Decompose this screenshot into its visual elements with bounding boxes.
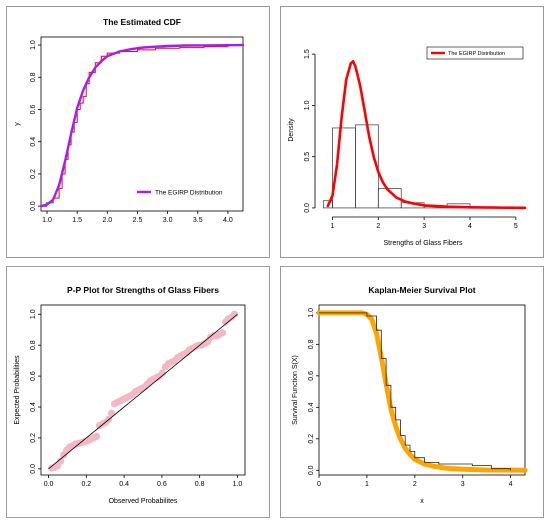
reference-line	[48, 313, 238, 470]
y-tick-label: 1.0	[308, 308, 315, 318]
y-tick-label: 0.0	[308, 465, 315, 475]
y-axis-label: Density	[288, 118, 295, 142]
y-tick-label: 0.8	[308, 339, 315, 349]
x-tick-label: 0.2	[81, 481, 91, 488]
x-tick-label: 0.4	[119, 481, 129, 488]
x-tick-label: 0.8	[195, 481, 205, 488]
x-tick-label: 2.5	[133, 217, 143, 224]
y-tick-label: 0.4	[30, 137, 37, 147]
y-tick-label: 0.2	[308, 434, 315, 444]
x-tick-label: 0.0	[44, 481, 54, 488]
legend-box	[426, 46, 524, 60]
x-tick-label: 4	[509, 481, 513, 488]
y-tick-label: 0.8	[30, 340, 37, 350]
pp-point	[218, 329, 227, 337]
pp-point	[107, 409, 116, 417]
fitted-survival-curve	[316, 310, 528, 473]
chart-cdf: 1.0 1.5 2.0 2.5 3.0 3.5 4.0 0.0 0.2 0.4 0.6 0.8 1.0 T…	[14, 17, 245, 224]
y-tick-label: 0.8	[30, 72, 37, 82]
fitted-cdf-line	[39, 43, 245, 208]
x-tick-label: 1.5	[72, 217, 82, 224]
y-tick-label: 1.0	[30, 40, 37, 50]
histogram-bar	[377, 188, 402, 209]
chart-pp-plot: 0.0 0.2 0.4 0.6 0.8 1.0 0.0 0.2 0.4 0.6 0.8 1.0 P-P …	[14, 285, 246, 505]
y-tick-label: 0.6	[308, 371, 315, 381]
chart-histogram: 1 2 3 4 5 0.0 0.5 1.0 1.5 Strengths of Glass Fibe…	[288, 46, 527, 247]
y-axis-label: y	[14, 122, 21, 126]
x-tick-label: 3.0	[163, 217, 173, 224]
chart-title: Kaplan-Meier Survival Plot	[368, 285, 475, 295]
x-axis-label: Strengths of Glass Fibers	[384, 240, 463, 247]
y-tick-label: 0.2	[30, 433, 37, 443]
y-tick-label: 0.2	[30, 169, 37, 179]
y-tick-label: 0.6	[30, 371, 37, 381]
legend-entry: The EGIRP Distribution	[448, 51, 505, 57]
y-tick-label: 0.0	[30, 201, 37, 211]
x-tick-label: 1.0	[42, 217, 52, 224]
y-axis-label: Expected Probabilities	[14, 355, 21, 425]
y-tick-label: 0.5	[304, 152, 311, 162]
pp-point	[230, 310, 239, 318]
plot-frame	[40, 304, 246, 476]
empirical-cdf-step	[41, 44, 243, 207]
x-tick-label: 4.0	[223, 217, 233, 224]
y-tick-label: 0.4	[308, 402, 315, 412]
chart-kaplan-meier: 0 1 2 3 4 0.0 0.2 0.4 0.6 0.8 1.0 Kaplan-Meier Surv…	[292, 285, 528, 505]
x-tick-label: 1	[365, 481, 369, 488]
plot-frame	[318, 304, 526, 476]
x-tick-label: 0.6	[157, 481, 167, 488]
x-tick-label: 3	[461, 481, 465, 488]
histogram-bar	[355, 124, 379, 209]
legend-box	[131, 183, 239, 201]
legend-entry: The EGIRP Distribution	[155, 190, 223, 197]
plot-frame	[40, 36, 244, 212]
x-tick-label: 2	[413, 481, 417, 488]
x-axis-label: Observed Probabilites	[109, 498, 178, 505]
pp-point	[92, 432, 101, 440]
y-tick-label: 0.0	[30, 464, 37, 474]
x-tick-label: 3.5	[193, 217, 203, 224]
x-axis-label: x	[420, 498, 424, 505]
panel-km: 0 1 2 3 4 0.0 0.2 0.4 0.6 0.8 1.0 Kaplan-Meier Surv…	[280, 266, 544, 518]
x-tick-label: 1.0	[233, 481, 243, 488]
y-tick-label: 1.0	[304, 100, 311, 110]
x-tick-label: 5	[514, 223, 518, 230]
y-tick-label: 0.0	[304, 203, 311, 213]
x-tick-label: 1	[331, 223, 335, 230]
pp-point	[57, 457, 65, 465]
kaplan-meier-step	[319, 312, 511, 471]
y-tick-label: 0.6	[30, 105, 37, 115]
y-tick-label: 0.4	[30, 402, 37, 412]
chart-title: P-P Plot for Strengths of Glass Fibers	[67, 285, 219, 295]
y-tick-label: 1.5	[304, 49, 311, 59]
x-tick-label: 4	[468, 223, 472, 230]
y-axis-label: Survival Function S(X)	[292, 355, 299, 425]
panel-hist: 1 2 3 4 5 0.0 0.5 1.0 1.5 Strengths of Glass Fibe…	[280, 6, 544, 258]
x-tick-label: 0	[317, 481, 321, 488]
chart-title: The Estimated CDF	[103, 17, 181, 27]
panel-cdf: 1.0 1.5 2.0 2.5 3.0 3.5 4.0 0.0 0.2 0.4 0.6 0.8 1.0 T…	[6, 6, 270, 258]
pp-point	[158, 369, 167, 377]
x-tick-label: 3	[422, 223, 426, 230]
x-tick-label: 2	[376, 223, 380, 230]
y-tick-label: 1.0	[30, 309, 37, 319]
density-curve	[326, 59, 527, 210]
x-tick-label: 2.0	[102, 217, 112, 224]
panel-pp: 0.0 0.2 0.4 0.6 0.8 1.0 0.0 0.2 0.4 0.6 0.8 1.0 P-P …	[6, 266, 270, 518]
